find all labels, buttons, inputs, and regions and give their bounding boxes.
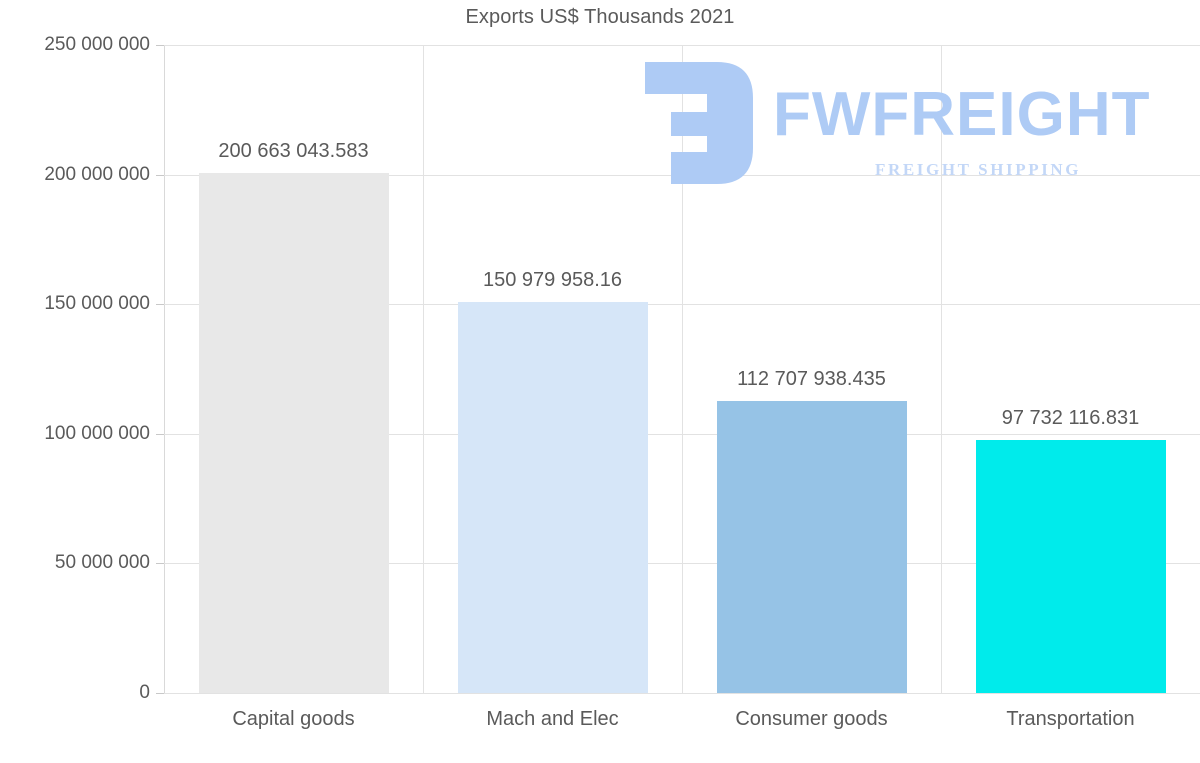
gridline-horizontal (164, 693, 1200, 694)
bar[interactable] (716, 400, 907, 693)
y-axis-tick-mark (156, 45, 164, 46)
x-axis-category-label: Consumer goods (735, 708, 888, 730)
y-axis-line (164, 45, 165, 694)
bar-value-label: 200 663 043.583 (218, 139, 369, 162)
y-axis-tick-label: 50 000 000 (54, 552, 150, 574)
y-axis-tick-mark (156, 693, 164, 694)
gridline-vertical (941, 45, 942, 693)
bar-value-label: 112 707 938.435 (737, 367, 886, 390)
bar-value-label: 150 979 958.16 (482, 268, 623, 291)
chart-title: Exports US$ Thousands 2021 (465, 6, 735, 28)
bar-value-label: 97 732 116.831 (1001, 406, 1140, 429)
bar[interactable] (198, 172, 389, 693)
gridline-vertical (682, 45, 683, 693)
y-axis-tick-label: 250 000 000 (44, 34, 150, 55)
x-axis-category-label: Mach and Elec (486, 708, 619, 730)
x-axis-category-label: Transportation (1006, 708, 1135, 730)
y-axis-tick-label: 100 000 000 (44, 422, 150, 444)
y-axis-tick-mark (156, 563, 164, 565)
y-axis-tick-label: 200 000 000 (44, 163, 150, 185)
bar[interactable] (975, 439, 1166, 693)
y-axis-tick-mark (156, 304, 164, 306)
y-axis-tick-label: 150 000 000 (44, 293, 150, 315)
y-axis-tick-label: 0 (139, 682, 150, 703)
y-axis-tick-mark (156, 174, 164, 176)
bar[interactable] (457, 301, 648, 693)
gridline-vertical (423, 45, 424, 693)
y-axis-tick-mark (156, 433, 164, 435)
x-axis-category-label: Capital goods (232, 708, 355, 730)
plot-area (164, 45, 1200, 694)
